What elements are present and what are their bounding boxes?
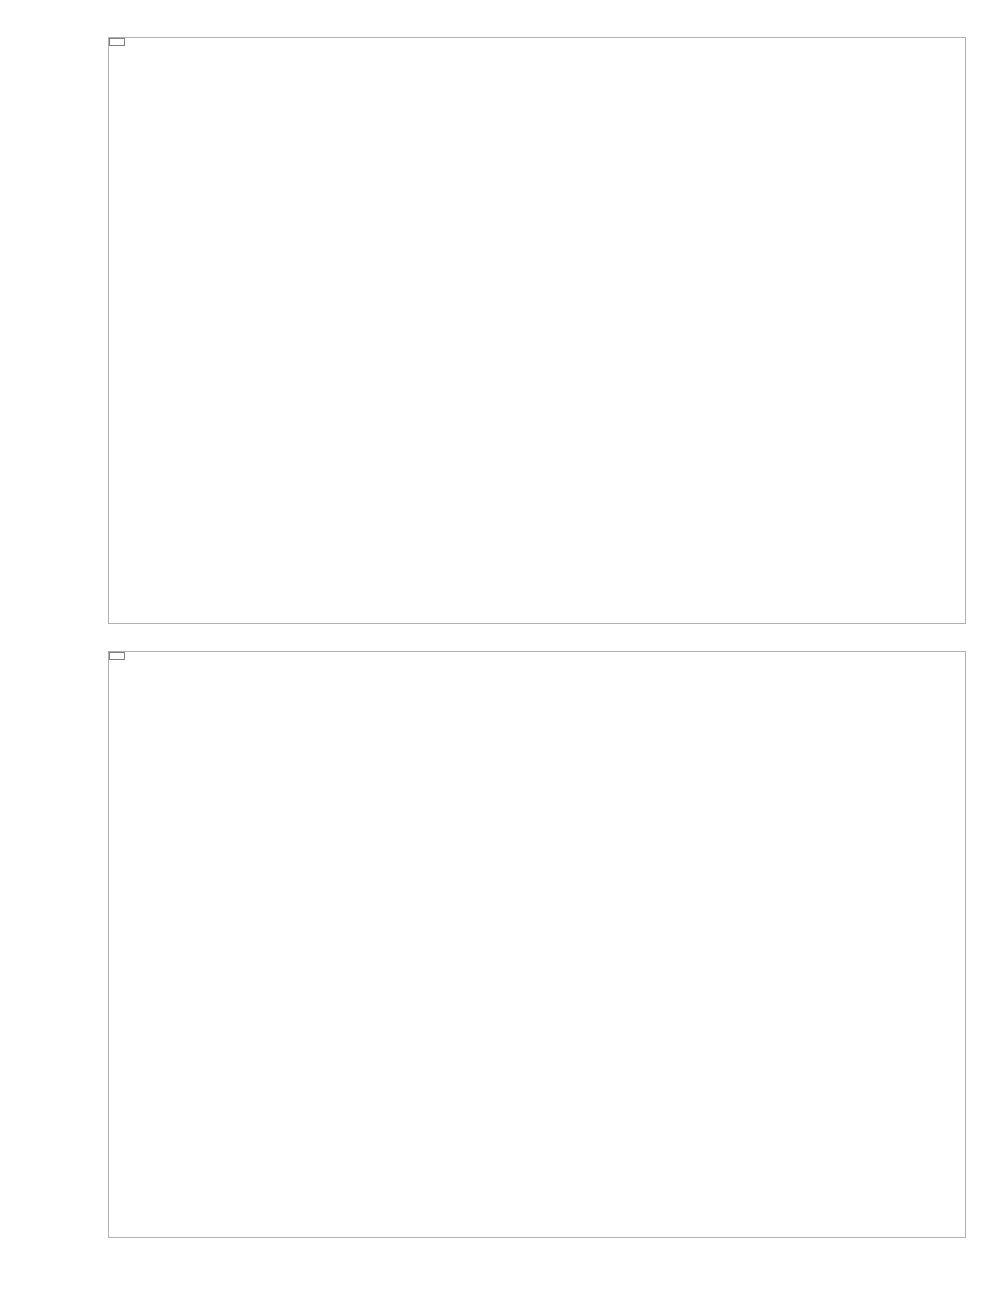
b-value-plot-area [109,652,965,1237]
b-value-plot [108,651,966,1238]
moment-rate-plot [108,37,966,624]
moment-rate-plot-area [109,38,965,623]
legend-moment-rate[interactable] [109,38,125,46]
legend-b-value[interactable] [109,652,125,660]
